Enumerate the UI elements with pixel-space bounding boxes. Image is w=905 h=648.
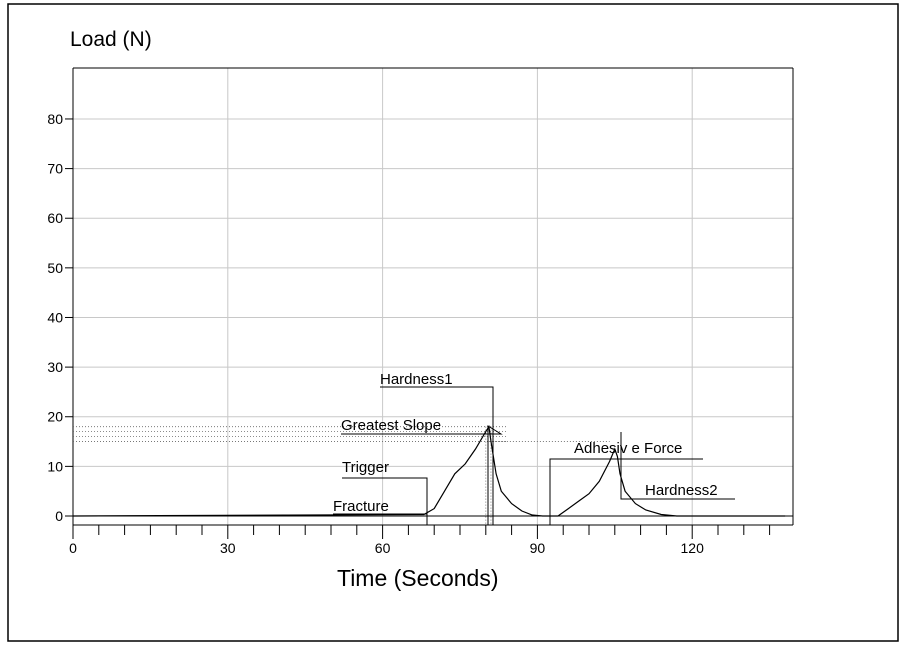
- annotation-leader: [549, 458, 703, 525]
- y-axis-label: Load (N): [70, 28, 152, 51]
- y-tick-label: 80: [47, 111, 63, 127]
- annotation-label: Adhesiv e Force: [574, 440, 682, 457]
- y-tick-label: 30: [47, 359, 63, 375]
- x-tick-label: 90: [530, 540, 546, 556]
- outer-border: [7, 3, 899, 642]
- annotation-guides: [73, 426, 610, 525]
- y-tick-label: 20: [47, 409, 63, 425]
- annotation-leader: [341, 425, 503, 525]
- tick-marks: [65, 118, 771, 539]
- annotation-label: Hardness1: [380, 371, 453, 388]
- annotation-label: Trigger: [342, 459, 389, 476]
- tick-labels: 0 10 20 30 40 50 60 70 80 0 30 60 90 120: [47, 111, 704, 556]
- y-tick-label: 70: [47, 161, 63, 177]
- x-axis-label: Time (Seconds): [337, 565, 498, 591]
- annotation-label: Greatest Slope: [341, 417, 441, 434]
- x-tick-label: 0: [69, 540, 77, 556]
- y-tick-label: 40: [47, 309, 63, 325]
- grid: [73, 68, 793, 525]
- annotation-leader: [620, 432, 735, 500]
- y-tick-label: 50: [47, 260, 63, 276]
- annotation-leader: [380, 386, 494, 525]
- annotation-leader: [342, 477, 428, 525]
- y-tick-label: 10: [47, 458, 63, 474]
- load-curve: [72, 424, 786, 517]
- x-tick-label: 30: [220, 540, 236, 556]
- y-tick-label: 0: [55, 508, 63, 524]
- annotations: Fracture Trigger Hardness1 Greatest Slope Ad…: [333, 371, 735, 525]
- x-tick-label: 120: [681, 540, 705, 556]
- annotation-label: Hardness2: [645, 482, 718, 499]
- y-tick-label: 60: [47, 210, 63, 226]
- annotation-label: Fracture: [333, 498, 389, 515]
- x-tick-label: 60: [375, 540, 391, 556]
